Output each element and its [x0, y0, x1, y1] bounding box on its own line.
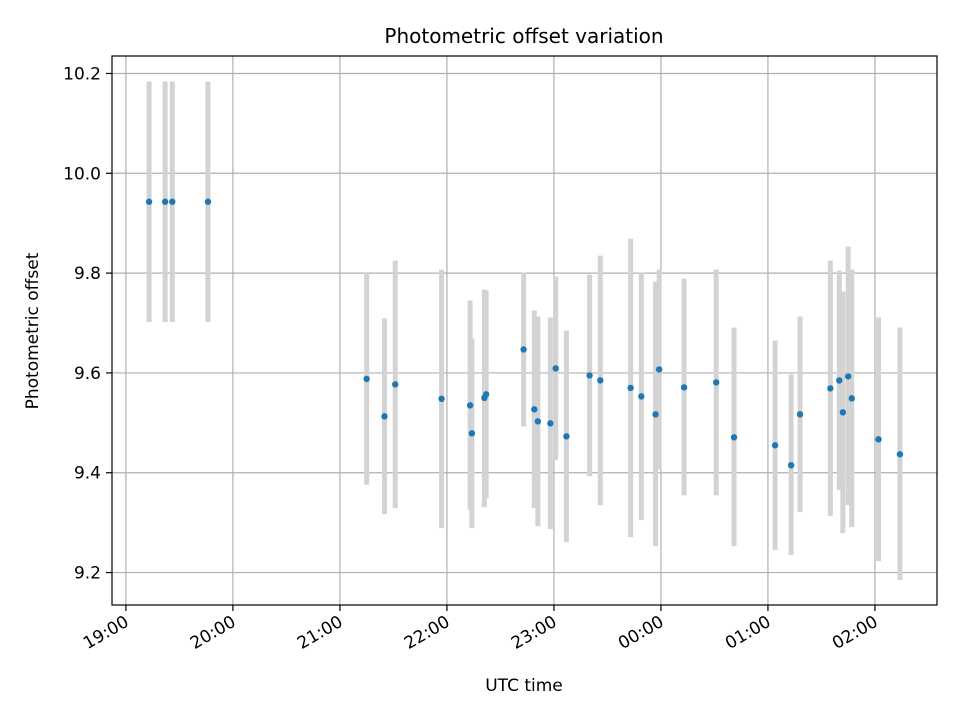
data-point: [771, 442, 779, 449]
data-point: [680, 384, 688, 391]
y-tick-label: 9.2: [74, 564, 101, 584]
data-point: [627, 384, 634, 392]
data-point: [145, 198, 153, 205]
data-point: [381, 413, 388, 420]
data-point: [363, 375, 370, 383]
data-point: [875, 436, 882, 443]
data-point: [482, 391, 490, 398]
data-point: [652, 411, 659, 418]
data-point: [597, 377, 604, 384]
y-tick-label: 10.0: [63, 164, 101, 184]
data-point: [468, 430, 476, 437]
y-tick-label: 9.4: [74, 464, 101, 484]
y-axis: 9.2 9.4 9.6 9.8 10.0 10.2: [63, 64, 112, 584]
data-point: [896, 451, 904, 458]
data-point: [839, 409, 847, 416]
data-point: [655, 366, 663, 373]
data-point: [204, 198, 212, 205]
data-point: [713, 379, 720, 386]
data-point: [827, 385, 834, 392]
data-point: [638, 393, 645, 400]
data-point: [730, 434, 738, 441]
plot-frame: [111, 55, 938, 606]
data-point: [531, 406, 538, 413]
x-axis-label: UTC time: [485, 676, 563, 696]
y-axis-label: Photometric offset: [23, 252, 43, 409]
data-point: [169, 198, 176, 205]
data-point: [552, 365, 559, 372]
y-tick-label: 9.6: [74, 364, 101, 384]
data-point: [161, 198, 169, 205]
data-point: [438, 395, 445, 403]
data-point: [586, 372, 593, 379]
y-tick-label: 9.8: [74, 264, 101, 284]
data-point: [392, 381, 399, 388]
data-point: [796, 411, 804, 418]
data-point: [563, 433, 570, 440]
data-point: [848, 395, 855, 402]
data-point: [520, 346, 527, 353]
data-points: [145, 198, 904, 469]
y-tick-label: 10.2: [63, 64, 101, 84]
data-point: [787, 462, 795, 469]
data-point: [547, 420, 554, 427]
data-point: [836, 377, 843, 384]
data-point: [466, 402, 474, 409]
data-point: [844, 373, 852, 380]
chart-title: Photometric offset variation: [384, 24, 663, 48]
data-point: [534, 418, 542, 425]
